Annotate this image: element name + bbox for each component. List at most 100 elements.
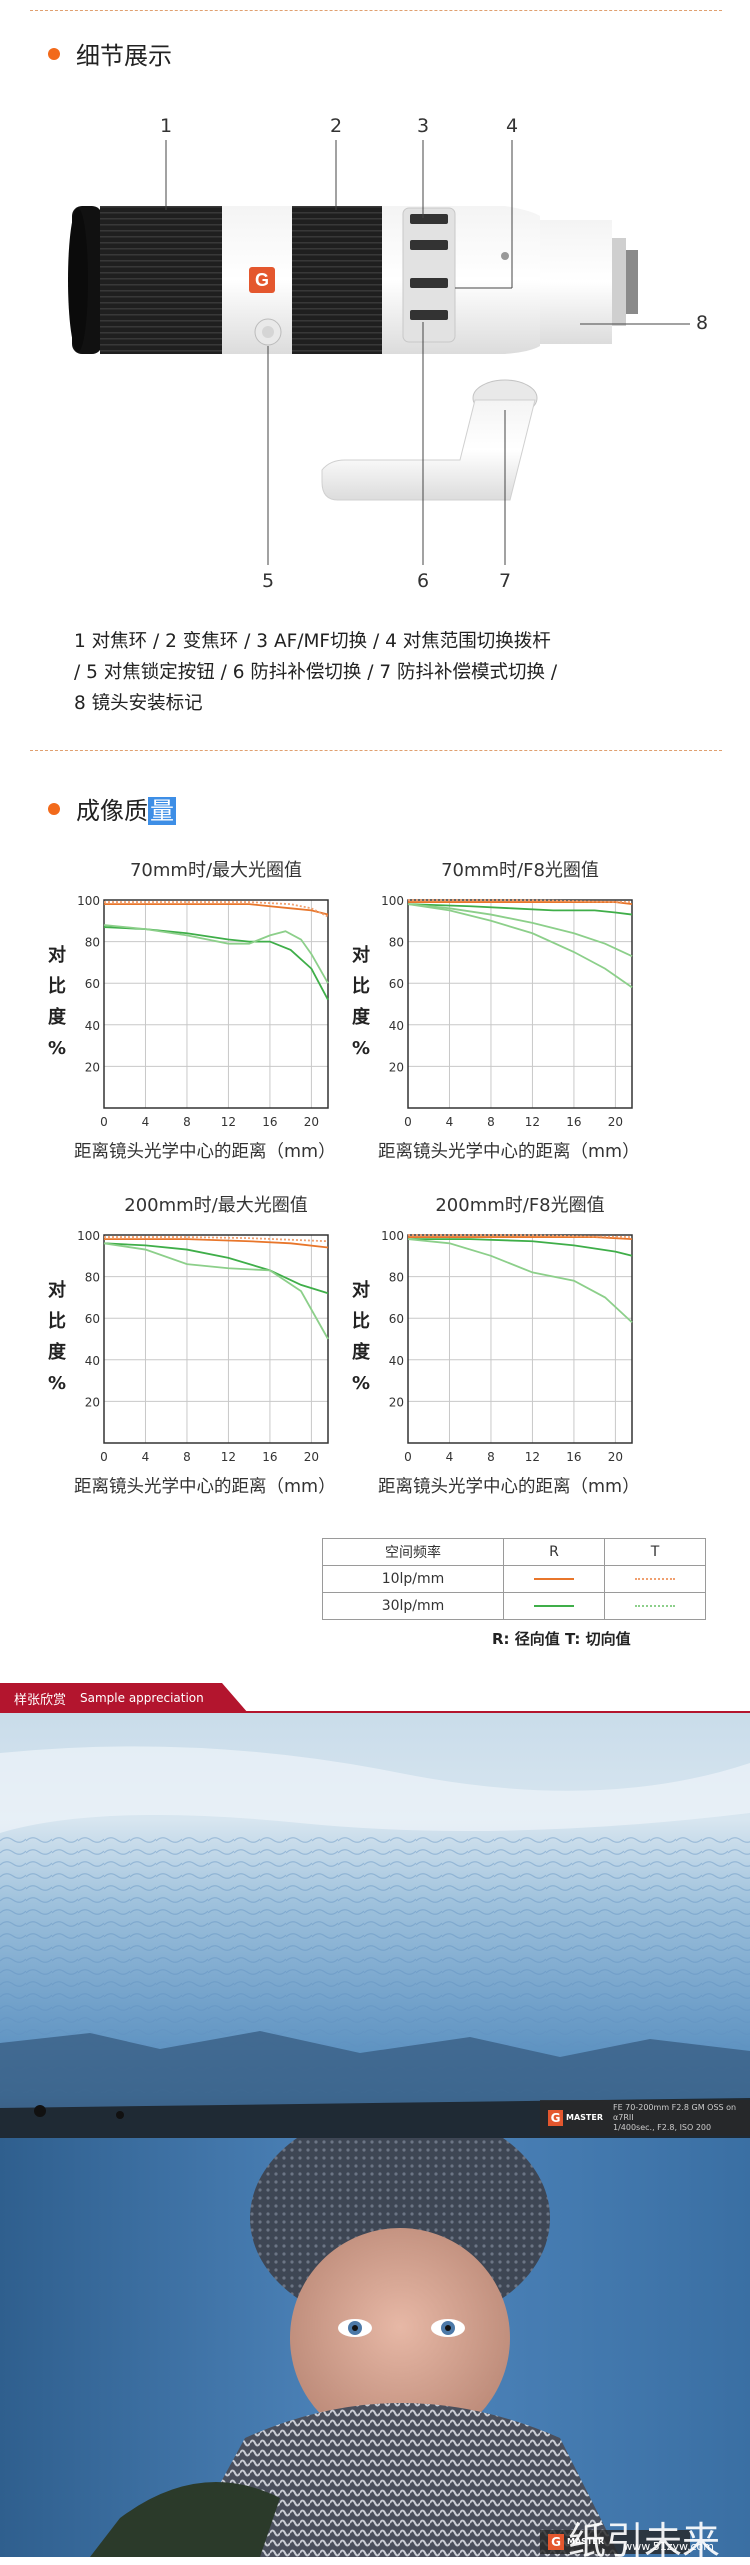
bullet-dot-icon <box>48 802 60 815</box>
chart-ylabel: 对比度% <box>351 945 371 1059</box>
y-tick-label: 20 <box>389 1060 404 1074</box>
chart-title: 70mm时/最大光圈值 <box>129 860 303 881</box>
mtf-chart: 100 80 60 40 20 0 4 8 12 16 20 <box>77 894 329 1129</box>
y-tick-label: 40 <box>389 1019 404 1033</box>
x-tick-label: 0 <box>100 1450 108 1464</box>
x-tick-label: 16 <box>566 1115 581 1129</box>
svg-text:G: G <box>255 270 269 290</box>
x-tick-label: 20 <box>304 1450 319 1464</box>
series-line <box>408 901 633 906</box>
y-tick-label: 60 <box>389 1312 404 1326</box>
x-tick-label: 12 <box>221 1450 236 1464</box>
y-tick-label: 100 <box>77 1229 100 1243</box>
chart-xlabel: 距离镜头光学中心的距离（mm） <box>74 1477 336 1497</box>
legend-swatch-t <box>604 1565 706 1593</box>
callout-3: 3 <box>417 115 430 137</box>
series-line <box>104 903 329 916</box>
chart-xlabel: 距离镜头光学中心的距离（mm） <box>378 1142 640 1162</box>
mtf-legend-table: 空间频率 R T 10lp/mm 30lp/mm <box>322 1538 706 1620</box>
y-tick-label: 20 <box>85 1060 100 1074</box>
switch-panel <box>402 207 456 343</box>
watermark-url: www.51zyw.com <box>623 2540 714 2553</box>
bullet-dot-icon <box>48 47 60 60</box>
series-line <box>103 1242 329 1295</box>
sample-title-cn: 样张欣赏 <box>14 1692 67 1708</box>
x-tick-label: 0 <box>100 1115 108 1129</box>
sample-bar-line <box>0 1711 750 1713</box>
top-dashed-divider <box>30 10 722 11</box>
y-tick-label: 60 <box>85 977 100 991</box>
plot-frame <box>407 1234 633 1444</box>
y-tick-label: 100 <box>77 894 100 908</box>
exif-line: 1/400sec., F2.8, ISO 200 <box>612 2123 712 2132</box>
x-tick-label: 12 <box>525 1115 540 1129</box>
chart-ylabel: 对比度% <box>47 945 67 1059</box>
legend-swatch-r <box>503 1592 605 1620</box>
x-tick-label: 0 <box>404 1115 412 1129</box>
y-tick-label: 100 <box>381 1229 404 1243</box>
x-tick-label: 12 <box>525 1450 540 1464</box>
legend-swatch-r <box>503 1565 605 1593</box>
x-tick-label: 4 <box>142 1115 150 1129</box>
section-header-image-quality: 成像质量 <box>48 791 176 826</box>
caption-line: 1 对焦环 / 2 变焦环 / 3 AF/MF切换 / 4 对焦范围切换拨杆 <box>74 631 551 652</box>
chart-xlabel: 距离镜头光学中心的距离（mm） <box>378 1477 640 1497</box>
y-tick-label: 80 <box>85 936 100 950</box>
y-tick-label: 80 <box>389 936 404 950</box>
section-title: 成像质量 <box>76 797 176 825</box>
x-tick-label: 20 <box>304 1115 319 1129</box>
y-tick-label: 40 <box>85 1354 100 1368</box>
x-tick-label: 4 <box>446 1450 454 1464</box>
x-tick-label: 0 <box>404 1450 412 1464</box>
series-line <box>103 1242 329 1340</box>
callout-6: 6 <box>417 570 430 592</box>
callout-2: 2 <box>330 115 343 137</box>
g-master-label: MASTER <box>567 2537 604 2546</box>
series-line <box>103 926 329 1001</box>
photo2-exif-overlay: G MASTER <box>540 2530 690 2554</box>
chart-title: 200mm时/F8光圈值 <box>435 1195 605 1216</box>
caption-line: 8 镜头安装标记 <box>74 693 203 714</box>
x-tick-label: 8 <box>183 1115 191 1129</box>
sample-title-en: Sample appreciation <box>80 1691 204 1705</box>
section-divider <box>30 750 722 751</box>
x-tick-label: 4 <box>142 1450 150 1464</box>
y-tick-label: 80 <box>85 1271 100 1285</box>
g-master-badge-icon: G <box>548 2110 563 2126</box>
x-tick-label: 4 <box>446 1115 454 1129</box>
series-line <box>408 1238 633 1257</box>
mtf-chart: 100 80 60 40 20 0 4 8 12 16 20 <box>381 894 633 1129</box>
plot-frame <box>103 899 329 1109</box>
highlighted-text: 量 <box>148 797 176 825</box>
exif-line: FE 70-200mm F2.8 GM OSS on α7RII <box>612 2103 737 2122</box>
x-tick-label: 8 <box>487 1115 495 1129</box>
photo1-exif-overlay: G MASTER FE 70-200mm F2.8 GM OSS on α7RI… <box>540 2100 750 2136</box>
x-tick-label: 12 <box>221 1115 236 1129</box>
legend-swatch-t <box>604 1592 706 1620</box>
g-master-label: MASTER <box>565 2113 603 2122</box>
lens-illustration: G <box>68 140 690 565</box>
series-line <box>103 924 329 984</box>
x-tick-label: 8 <box>183 1450 191 1464</box>
chart-title: 200mm时/最大光圈值 <box>124 1195 308 1216</box>
sample-section-tab: 样张欣赏 Sample appreciation <box>0 1683 248 1713</box>
x-tick-label: 8 <box>487 1450 495 1464</box>
y-tick-label: 40 <box>85 1019 100 1033</box>
y-tick-label: 20 <box>389 1395 404 1409</box>
x-tick-label: 16 <box>566 1450 581 1464</box>
y-tick-label: 60 <box>85 1312 100 1326</box>
y-tick-label: 60 <box>389 977 404 991</box>
legend-row-label: 10lp/mm <box>322 1565 504 1593</box>
legend-row-label: 30lp/mm <box>322 1592 504 1620</box>
sample-section-bar: 样张欣赏 Sample appreciation <box>0 1683 750 1713</box>
chart-ylabel: 对比度% <box>47 1280 67 1394</box>
legend-header-frequency: 空间频率 <box>322 1538 504 1566</box>
g-badge-icon <box>249 267 275 293</box>
y-tick-label: 20 <box>85 1395 100 1409</box>
y-tick-label: 80 <box>389 1271 404 1285</box>
series-line <box>104 901 329 918</box>
chart-ylabel: 对比度% <box>351 1280 371 1394</box>
watermark-logo: 纸引未来 <box>567 2519 720 2563</box>
callout-7: 7 <box>499 570 512 592</box>
series-line <box>407 903 633 916</box>
